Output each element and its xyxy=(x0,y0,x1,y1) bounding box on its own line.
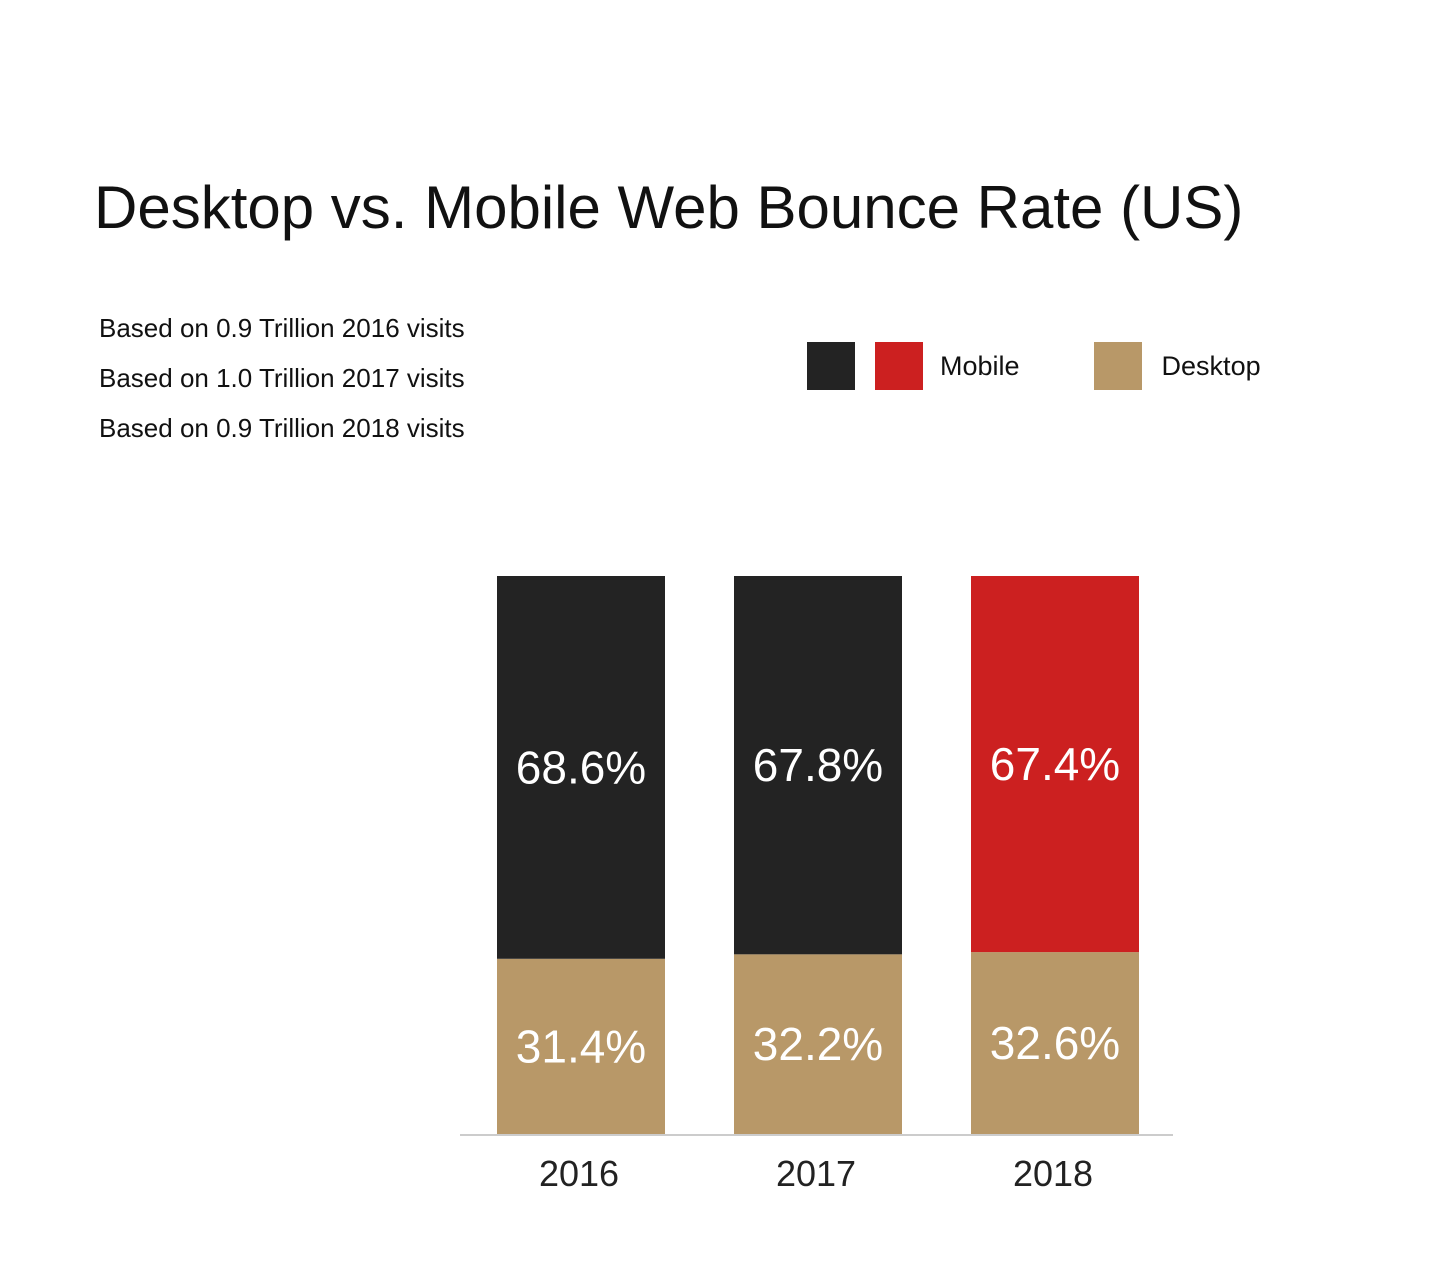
bar-segment-desktop-2017 xyxy=(734,954,902,1134)
note-2016: Based on 0.9 Trillion 2016 visits xyxy=(99,313,465,343)
legend-swatch-desktop xyxy=(1093,342,1142,390)
legend-swatch-mobile-early xyxy=(807,342,855,390)
bar-segment-mobile-2017 xyxy=(734,576,902,955)
bar-segment-desktop-2018 xyxy=(971,952,1139,1134)
data-label-desktop-2018: 32.6% xyxy=(990,1017,1120,1069)
data-label-mobile-2018: 67.4% xyxy=(990,738,1120,790)
legend: Mobile Desktop xyxy=(807,342,1261,390)
data-label-mobile-2016: 68.6% xyxy=(516,741,646,793)
x-tick-label-2017: 2017 xyxy=(776,1153,856,1194)
note-2018: Based on 0.9 Trillion 2018 visits xyxy=(99,413,465,443)
data-label-desktop-2016: 31.4% xyxy=(516,1020,646,1072)
bar-segment-mobile-2018 xyxy=(971,576,1139,953)
legend-swatch-mobile-2018 xyxy=(875,342,923,390)
bar-segment-mobile-2016 xyxy=(497,576,665,959)
data-label-mobile-2017: 67.8% xyxy=(753,739,883,791)
legend-label-mobile: Mobile xyxy=(940,350,1020,381)
visit-notes: Based on 0.9 Trillion 2016 visits Based … xyxy=(99,303,465,453)
legend-label-desktop: Desktop xyxy=(1161,350,1261,381)
x-tick-label-2016: 2016 xyxy=(539,1153,619,1194)
data-label-desktop-2017: 32.2% xyxy=(753,1018,883,1070)
chart-title: Desktop vs. Mobile Web Bounce Rate (US) xyxy=(94,174,1244,241)
note-2017: Based on 1.0 Trillion 2017 visits xyxy=(99,363,465,393)
x-tick-label-2018: 2018 xyxy=(1013,1153,1093,1194)
bar-segment-desktop-2016 xyxy=(497,958,665,1134)
